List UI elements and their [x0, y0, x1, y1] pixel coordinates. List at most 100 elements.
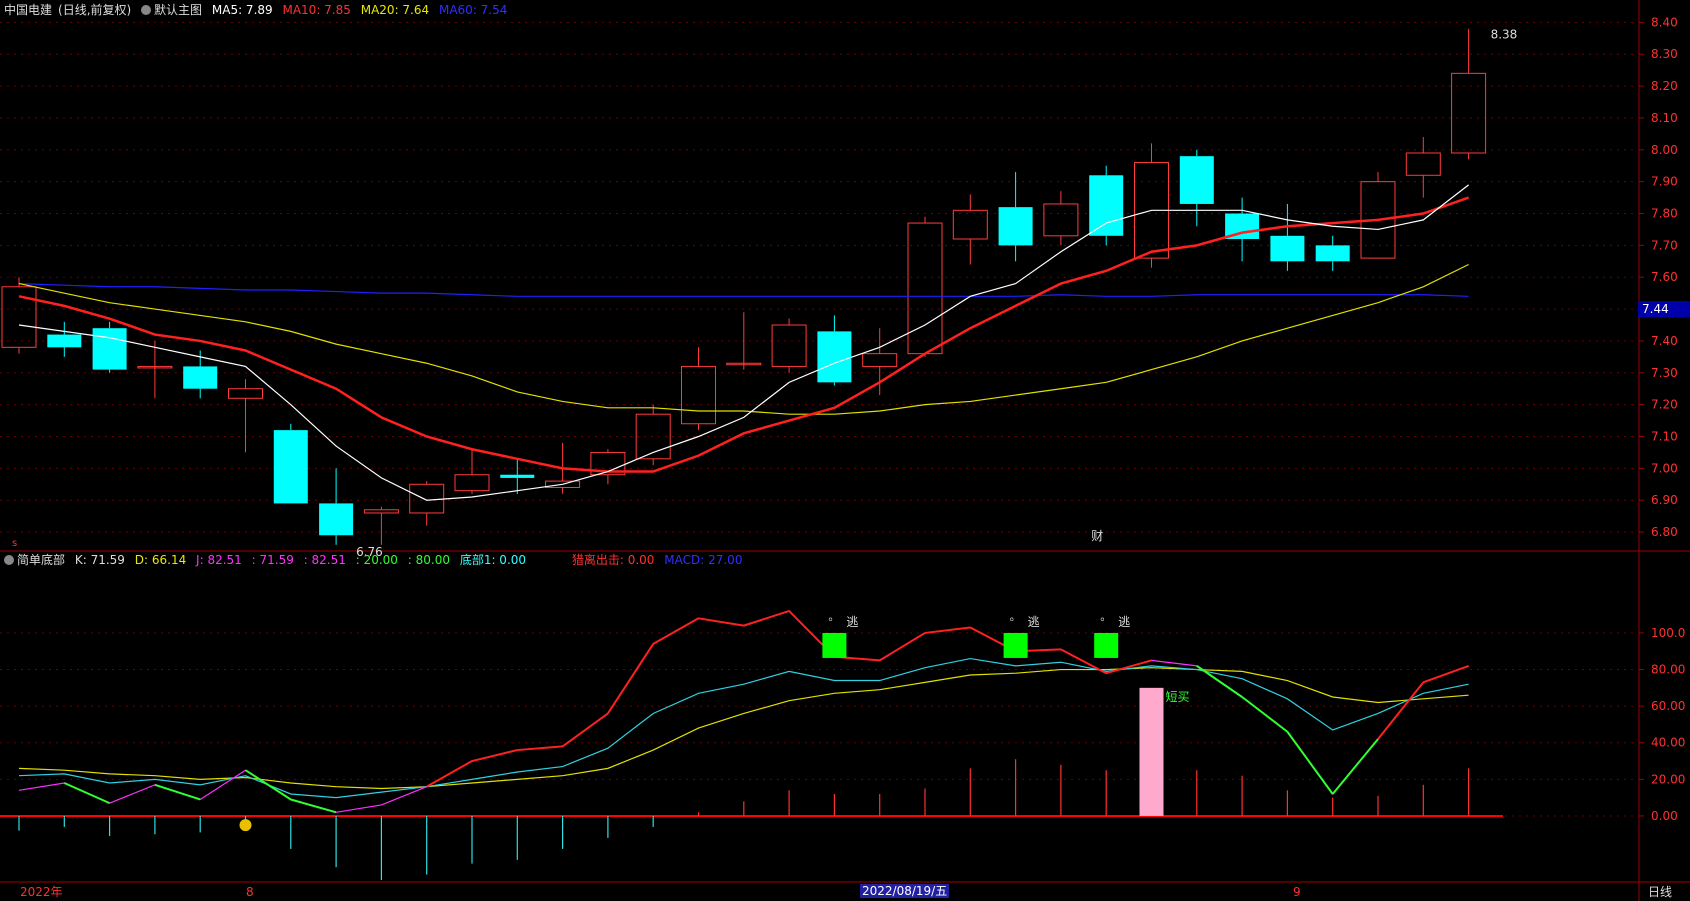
escape-dot: 。 [828, 610, 839, 623]
ma60-line [18, 282, 1469, 297]
j-signal-segment [154, 783, 201, 801]
period-label: (日线,前复权) [58, 3, 132, 17]
main-y-tick-label: 8.30 [1651, 47, 1678, 61]
j-value: J: 82.51 [196, 553, 242, 567]
j-signal-segment [1422, 664, 1469, 684]
j-line [18, 610, 1469, 813]
buy-signal-bar [1139, 687, 1164, 816]
main-chart-label[interactable]: 默认主图 [154, 3, 203, 17]
sub-y-tick-label: 20.00 [1651, 772, 1685, 786]
main-y-tick-label: 7.00 [1651, 461, 1678, 475]
candle-body-up [1405, 152, 1441, 176]
j-signal-segment [607, 643, 655, 715]
candle-body-down [998, 207, 1033, 246]
sub-chart-toggle-icon[interactable] [4, 555, 14, 565]
escape-label: 逃 [846, 615, 858, 629]
j-signal-segment [743, 610, 790, 627]
v4-value: : 80.00 [407, 553, 450, 567]
j-signal-segment [63, 782, 111, 805]
escape-signal-box [1003, 632, 1028, 658]
sub-y-tick-label: 0.00 [1651, 809, 1678, 823]
escape-label: 逃 [1028, 615, 1040, 629]
buy-signal-label: 短买 [1166, 690, 1190, 704]
j-signal-segment [244, 769, 292, 801]
v1-value: : 71.59 [251, 553, 294, 567]
candle-body-down [1179, 156, 1214, 204]
j-signal-segment [1286, 731, 1334, 795]
candle-body-up [1043, 203, 1079, 237]
candle-body-up [545, 480, 581, 488]
escape-dot: 。 [1010, 610, 1021, 623]
main-y-tick-label: 7.70 [1651, 238, 1678, 252]
j-signal-segment [517, 745, 563, 752]
j-signal-segment [562, 712, 609, 748]
candle-body-down [92, 328, 127, 370]
main-y-tick-label: 7.80 [1651, 207, 1678, 221]
candle-body-up [771, 324, 807, 367]
candle-body-down [1315, 245, 1350, 262]
stock-name[interactable]: 中国电建 [4, 3, 53, 17]
ma10-value: MA10: 7.85 [282, 3, 351, 17]
sub-y-tick-label: 40.00 [1651, 736, 1685, 750]
candle-body-down [183, 366, 218, 389]
escape-dot: 。 [1100, 610, 1111, 623]
candle-body-up [137, 365, 173, 369]
escape-label: 逃 [1118, 615, 1130, 629]
candle-body-down [1270, 235, 1305, 262]
candle-body-up [862, 353, 898, 367]
d-line [18, 667, 1469, 790]
j-signal-segment [924, 626, 971, 634]
main-y-tick-label: 8.00 [1651, 143, 1678, 157]
j-signal-segment [1060, 648, 1107, 675]
escape-signal-box [822, 632, 847, 658]
main-y-tick-label: 7.90 [1651, 175, 1678, 189]
s-marker: s [12, 538, 17, 549]
candle-body-up [907, 222, 943, 355]
j-signal-segment [698, 617, 744, 627]
main-chart-toggle-icon[interactable] [141, 5, 152, 15]
candle-body-down [1089, 175, 1124, 236]
candle-body-up [1451, 72, 1487, 154]
sub-y-tick-label: 100.0 [1651, 626, 1685, 640]
candle-body-down [817, 331, 852, 383]
finance-marker: 财 [1091, 529, 1103, 543]
candle-body-up [1, 286, 37, 348]
j-signal-segment [879, 632, 926, 662]
candle-body-up [952, 209, 988, 240]
candle-body-up [409, 483, 445, 514]
ma5-line [18, 184, 1469, 501]
main-y-tick-label: 7.60 [1651, 270, 1678, 284]
candle-body-up [228, 388, 263, 399]
candle-body-down [500, 474, 535, 478]
j-signal-segment [1377, 681, 1425, 740]
axis-month-9-label: 9 [1293, 885, 1301, 899]
main-y-tick-label: 7.10 [1651, 430, 1678, 444]
main-y-tick-label: 7.40 [1651, 334, 1678, 348]
catch-value: 猎离出击: 0.00 [571, 553, 655, 567]
k-value: K: 71.59 [74, 553, 125, 567]
j-signal-segment [426, 760, 473, 788]
sub-chart-header: 简单底部 K: 71.59 D: 66.14 J: 82.51 : 71.59 … [4, 552, 748, 568]
axis-year-label: 2022年 [20, 885, 63, 899]
ma10-line [18, 196, 1470, 473]
period-button[interactable]: 日线 [1648, 885, 1673, 899]
current-price-tag: 7.44 [1638, 301, 1690, 317]
candle-body-down [47, 334, 82, 348]
axis-month-8-label: 8 [246, 885, 254, 899]
ma20-line [18, 263, 1469, 415]
candle-body-up [635, 413, 671, 460]
high-value-label: 8.38 [1491, 28, 1518, 42]
candle-body-up [590, 451, 626, 476]
candle-body-up [726, 362, 762, 366]
j-signal-segment [1241, 696, 1289, 733]
ma5-value: MA5: 7.89 [211, 3, 273, 17]
j-signal-segment [1331, 738, 1379, 795]
sub-y-tick-label: 80.00 [1651, 663, 1685, 677]
main-y-tick-label: 6.90 [1651, 493, 1678, 507]
cursor-date-label: 2022/08/19/五 [860, 884, 950, 898]
main-y-tick-label: 8.10 [1651, 111, 1678, 125]
ma20-value: MA20: 7.64 [360, 3, 430, 17]
indicator-name[interactable]: 简单底部 [17, 553, 66, 567]
main-y-tick-label: 6.80 [1651, 525, 1678, 539]
